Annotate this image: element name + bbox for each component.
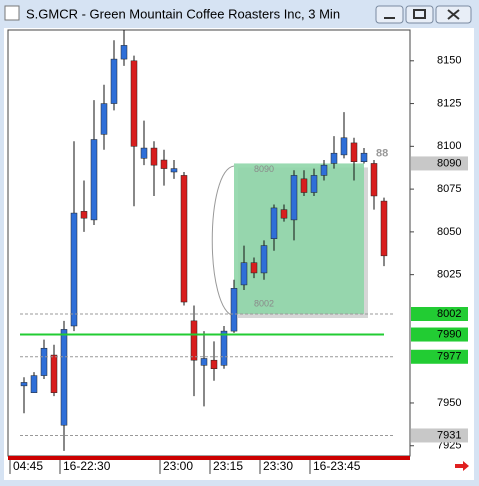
- candle-body: [80, 211, 88, 219]
- candle-body: [330, 152, 338, 164]
- window-buttons[interactable]: [375, 5, 472, 24]
- candle-body: [240, 262, 248, 286]
- x-tick-label: 16-23:45: [313, 459, 361, 473]
- level-box: [411, 428, 468, 443]
- candle-body: [20, 382, 28, 387]
- highlight-box: [234, 163, 364, 314]
- x-tick-label: 23:15: [213, 459, 243, 473]
- candle-body: [60, 329, 68, 426]
- candle-body: [190, 320, 198, 361]
- x-axis-bar: [8, 456, 410, 460]
- candle-body: [70, 212, 78, 327]
- candle-body: [230, 288, 238, 332]
- x-tick-label: 04:45: [13, 459, 43, 473]
- level-box: [411, 349, 468, 364]
- box-annotation: 88: [376, 147, 388, 159]
- level-box: [411, 327, 468, 342]
- y-tick-label: 7925: [437, 440, 461, 452]
- box-low-label: 8002: [254, 298, 274, 308]
- candle-body: [290, 175, 298, 221]
- candle-body: [380, 200, 388, 257]
- candle-body: [200, 358, 208, 366]
- scroll-arrow[interactable]: [455, 461, 469, 471]
- candle-body: [130, 60, 138, 147]
- level-label: 7990: [437, 328, 461, 340]
- candle-body: [250, 262, 258, 274]
- candle-body: [50, 354, 58, 393]
- candle-body: [210, 359, 218, 369]
- y-tick-label: 8075: [437, 183, 461, 195]
- box-high-label: 8090: [254, 164, 274, 174]
- candle-body: [150, 147, 158, 166]
- candle-body: [30, 375, 38, 393]
- window-icon: [4, 5, 20, 21]
- drawing-curve: [211, 165, 235, 317]
- y-tick-label: 7950: [437, 397, 461, 409]
- maximize-button[interactable]: [405, 5, 434, 24]
- y-tick-label: 8025: [437, 269, 461, 281]
- level-label: 8002: [437, 308, 461, 320]
- maximize-icon: [413, 9, 426, 19]
- level-label: 8090: [437, 157, 461, 169]
- candle-body: [320, 164, 328, 176]
- y-tick-label: 8100: [437, 140, 461, 152]
- candle-body: [180, 175, 188, 303]
- level-label: 7977: [437, 351, 461, 363]
- candle-body: [300, 178, 308, 193]
- candle-body: [350, 142, 358, 162]
- candle-body: [260, 245, 268, 274]
- level-label: 7931: [437, 429, 461, 441]
- y-tick-label: 8125: [437, 97, 461, 109]
- candle-body: [220, 330, 228, 366]
- x-tick-label: 16-22:30: [63, 459, 111, 473]
- candle-body: [360, 152, 368, 162]
- candle-body: [40, 347, 48, 376]
- close-icon: [447, 9, 460, 20]
- x-tick-label: 23:30: [263, 459, 293, 473]
- minimize-button[interactable]: [375, 5, 404, 24]
- candle-body: [100, 103, 108, 135]
- candle-body: [280, 209, 288, 219]
- candle-body: [110, 58, 118, 104]
- candle-body: [170, 168, 178, 173]
- candle-body: [310, 175, 318, 193]
- candle-body: [270, 207, 278, 239]
- candle-body: [140, 147, 148, 159]
- candle-body: [370, 163, 378, 197]
- y-tick-label: 8050: [437, 226, 461, 238]
- x-tick-label: 23:00: [163, 459, 193, 473]
- candle-body: [90, 139, 98, 221]
- candle-body: [160, 159, 168, 169]
- candle-body: [340, 137, 348, 156]
- window-title: S.GMCR - Green Mountain Coffee Roasters …: [26, 6, 340, 21]
- candle-body: [120, 45, 128, 60]
- chart-layer: 8150 8125 8100 8075 8050 8025 7950 7925 8090 8002…: [8, 30, 468, 474]
- level-box: [411, 307, 468, 321]
- level-box: [411, 156, 468, 171]
- y-tick-label: 8150: [437, 55, 461, 67]
